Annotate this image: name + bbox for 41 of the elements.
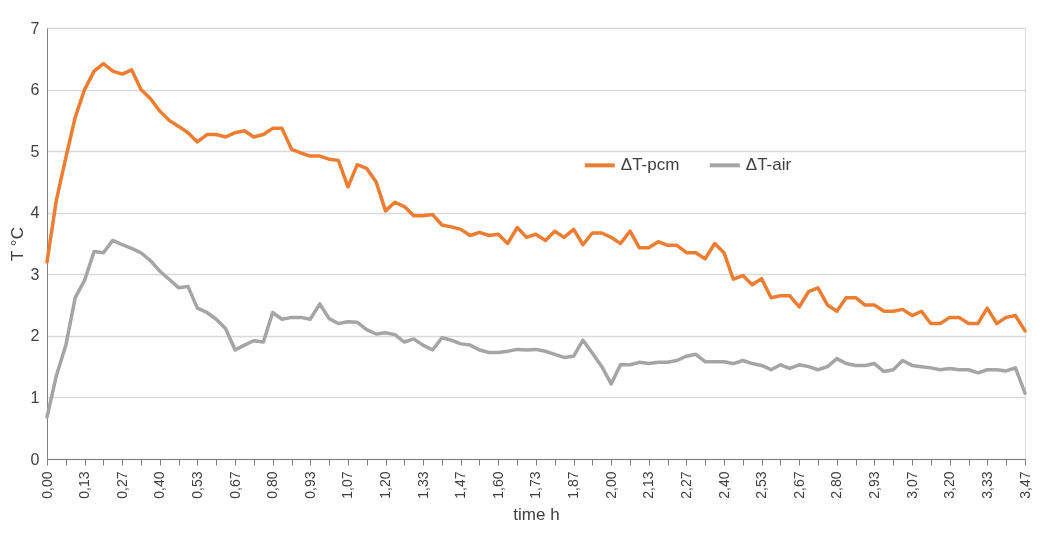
x-tick-label: 1,33 <box>414 471 431 499</box>
x-tick-label: 3,33 <box>978 471 995 499</box>
x-tick-label: 0,80 <box>264 471 281 499</box>
x-axis-title: time h <box>513 504 560 524</box>
y-axis-title: T °C <box>7 227 27 261</box>
y-tick-label: 1 <box>30 388 40 406</box>
x-tick-label: 0,00 <box>38 471 55 499</box>
x-tick-label: 3,20 <box>941 471 958 499</box>
y-tick-label: 0 <box>30 450 40 468</box>
x-tick-label: 0,93 <box>301 471 318 499</box>
x-tick-label: 2,27 <box>677 471 694 499</box>
y-tick-label: 3 <box>30 265 40 283</box>
x-tick-label: 1,87 <box>565 471 582 499</box>
x-tick-label: 2,53 <box>753 471 770 499</box>
x-tick-label: 1,07 <box>339 471 356 499</box>
x-tick-label: 1,73 <box>527 471 544 499</box>
y-tick-label: 7 <box>30 19 40 37</box>
x-tick-label: 2,67 <box>790 471 807 499</box>
x-tick-label: 2,13 <box>640 471 657 499</box>
x-tick-label: 0,27 <box>113 471 130 499</box>
x-tick-label: 1,47 <box>452 471 469 499</box>
y-tick-label: 6 <box>30 81 40 99</box>
line-series <box>45 238 1027 419</box>
x-tick-label: 2,40 <box>715 471 732 499</box>
y-tick-label: 5 <box>30 142 40 160</box>
x-tick-label: 1,60 <box>489 471 506 499</box>
y-tick-label: 2 <box>30 327 40 345</box>
y-tick-label: 4 <box>30 204 40 222</box>
x-tick-label: 0,13 <box>76 471 93 499</box>
x-tick-label: 0,53 <box>188 471 205 499</box>
x-tick-label: 3,47 <box>1016 471 1033 499</box>
x-tick-label: 0,40 <box>151 471 168 499</box>
x-tick-label: 2,93 <box>865 471 882 499</box>
x-tick-label: 2,80 <box>828 471 845 499</box>
x-tick-label: 2,00 <box>602 471 619 499</box>
line-series <box>45 61 1027 333</box>
legend-label: ΔT-pcm <box>620 155 680 175</box>
legend-label: ΔT-air <box>745 155 792 175</box>
x-tick-label: 1,20 <box>377 471 394 499</box>
x-tick-label: 0,67 <box>226 471 243 499</box>
x-tick-label: 3,07 <box>903 471 920 499</box>
